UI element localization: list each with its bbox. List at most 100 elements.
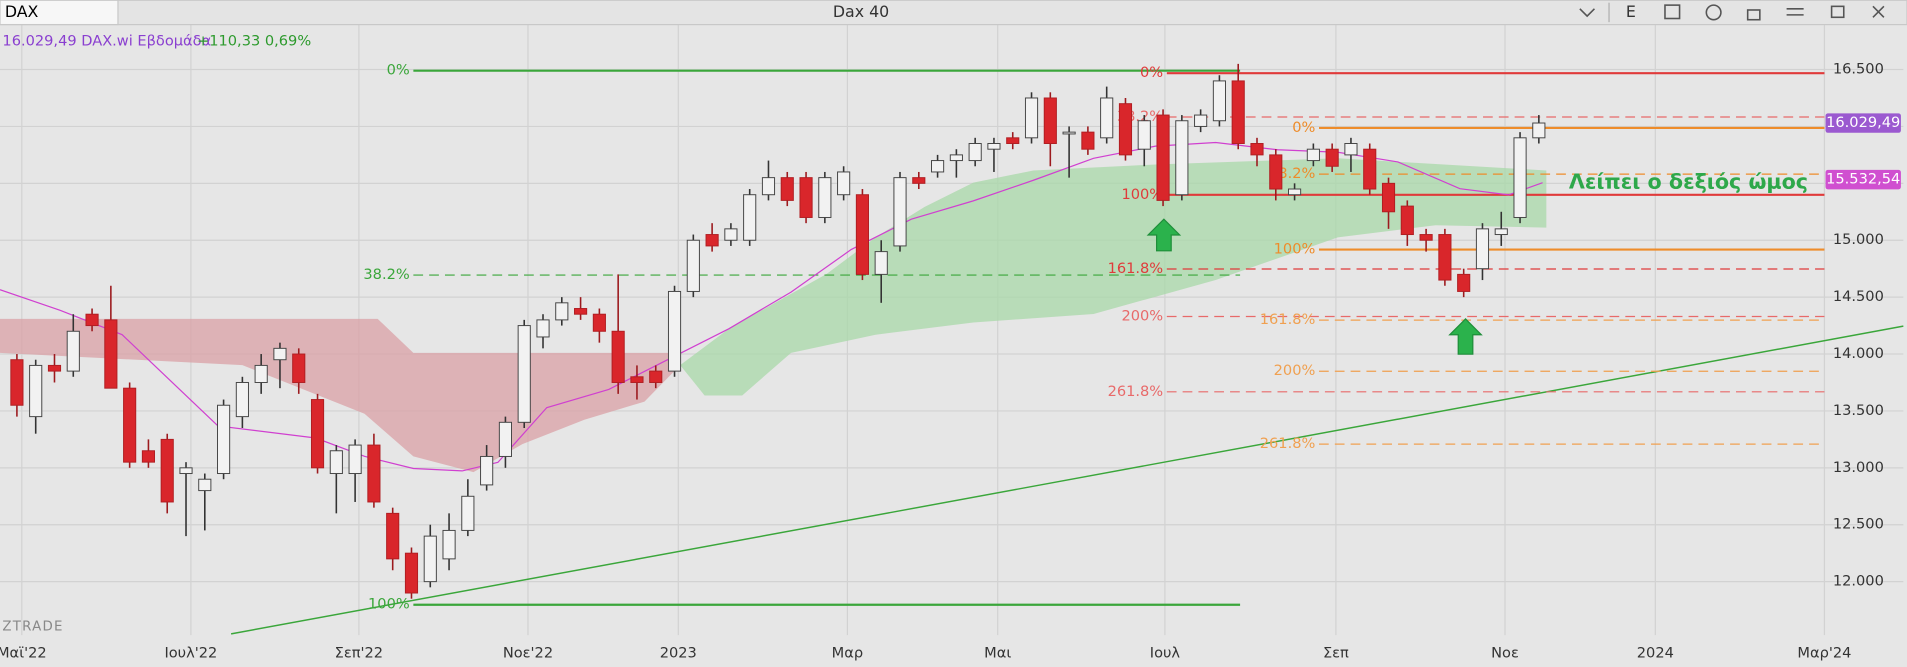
candle-body — [1062, 131, 1076, 135]
candle-body — [555, 302, 569, 321]
x-tick-label: Μαρ — [832, 644, 863, 661]
lock-icon[interactable] — [1746, 9, 1761, 21]
candle-body — [47, 364, 62, 372]
x-tick-label: Μαι — [984, 644, 1011, 661]
candle-body — [743, 194, 757, 241]
candle-body — [1381, 182, 1396, 213]
candle-body — [1325, 148, 1339, 167]
fib-label: 200% — [1274, 362, 1316, 379]
candle-body — [761, 177, 776, 196]
candle-body — [29, 364, 43, 418]
candle-body — [818, 177, 832, 218]
x-tick-label: Ιουλ — [1150, 644, 1181, 661]
candle-body — [66, 330, 80, 372]
annotation: Λείπει ο δεξιός ώμος — [1569, 170, 1808, 194]
candle-body — [649, 370, 663, 383]
candle-body — [686, 239, 700, 292]
candle-body — [536, 319, 550, 338]
price-marker-label: 15.532,54 — [1826, 171, 1900, 188]
candle-body — [104, 319, 118, 389]
candle-body — [1269, 154, 1283, 190]
signal-arrows — [1146, 218, 1483, 355]
candle-body — [1024, 97, 1039, 139]
x-tick-label: 2024 — [1637, 644, 1674, 661]
candle-body — [273, 347, 287, 361]
candle-body — [85, 313, 99, 327]
candle-body — [931, 160, 945, 173]
dropdown-icon[interactable] — [1579, 8, 1595, 18]
candle-body — [1288, 188, 1302, 196]
toolbar-button[interactable]: E — [1626, 2, 1636, 21]
candle-body — [404, 552, 419, 594]
title-bar — [0, 0, 1907, 26]
candle-body — [705, 234, 719, 247]
candle-body — [837, 171, 851, 196]
candle-body — [160, 438, 174, 503]
candle-body — [367, 444, 381, 503]
candle-body — [574, 308, 588, 315]
candle-body — [1344, 143, 1358, 156]
candle-body — [498, 421, 512, 457]
change: +110,33 0,69% — [197, 33, 311, 50]
candle-body — [1419, 234, 1433, 241]
x-tick-label: Νοε'22 — [503, 644, 553, 661]
fib-label: 161.8% — [1260, 311, 1316, 328]
candle-body — [912, 177, 926, 184]
price-marker — [1825, 113, 1901, 133]
candle-body — [1231, 80, 1245, 144]
layout-icon[interactable] — [1664, 4, 1681, 20]
fib-label: 261.8% — [1260, 435, 1316, 452]
fib-label: 200% — [1121, 307, 1163, 324]
candle-body — [1118, 103, 1133, 156]
candle-body — [1156, 114, 1170, 201]
candle-body — [667, 290, 682, 372]
candle-body — [874, 251, 888, 275]
candle-body — [461, 495, 475, 531]
x-tick-label: Νοε — [1491, 644, 1519, 661]
candle-body — [1457, 273, 1471, 292]
x-tick-label: Σεπ'22 — [335, 644, 383, 661]
fib-label: 100% — [368, 596, 410, 613]
y-tick-label: 14.000 — [1833, 345, 1884, 362]
x-tick-label: Μαϊ'22 — [0, 644, 47, 661]
candle-body — [1006, 137, 1020, 144]
close-icon[interactable] — [1872, 5, 1885, 18]
fib-label: 0% — [387, 62, 410, 79]
candle-body — [123, 387, 137, 463]
candle-body — [1212, 80, 1226, 122]
x-tick-label: Σεπ — [1323, 644, 1349, 661]
candle-body — [141, 450, 156, 463]
trend-line — [230, 325, 1904, 635]
fib-label: 261.8% — [1108, 383, 1164, 400]
comment-icon[interactable] — [1705, 4, 1722, 21]
toolbar — [1579, 2, 1885, 23]
candle-body — [1250, 143, 1264, 156]
candle-body — [1175, 120, 1189, 196]
candle-body — [1306, 148, 1320, 162]
fib-label: 100% — [1274, 241, 1316, 258]
x-tick-label: 2023 — [660, 644, 697, 661]
candle-body — [1194, 114, 1208, 127]
candle-body — [292, 353, 306, 383]
candle-body — [968, 143, 982, 162]
restore-icon[interactable] — [1830, 5, 1845, 19]
candle-body — [442, 529, 456, 560]
candle-body — [198, 478, 212, 492]
cloud — [680, 158, 1547, 396]
fib-label: 161.8% — [1108, 260, 1164, 277]
fib-label: 0% — [1140, 64, 1163, 81]
fib-label: 100% — [1121, 186, 1163, 203]
watermark: ZTRADE — [2, 620, 63, 635]
candle-body — [1363, 148, 1377, 190]
x-tick-label: Μαρ'24 — [1797, 644, 1851, 661]
y-tick-label: 13.000 — [1833, 459, 1884, 476]
y-tick-label: 14.500 — [1833, 288, 1884, 305]
y-tick-label: 12.500 — [1833, 516, 1884, 533]
candle-body — [611, 330, 625, 383]
candle-body — [217, 404, 231, 475]
candle-body — [1100, 97, 1114, 139]
candle-body — [1081, 131, 1095, 150]
tab[interactable] — [0, 0, 119, 26]
candle-body — [386, 512, 400, 560]
